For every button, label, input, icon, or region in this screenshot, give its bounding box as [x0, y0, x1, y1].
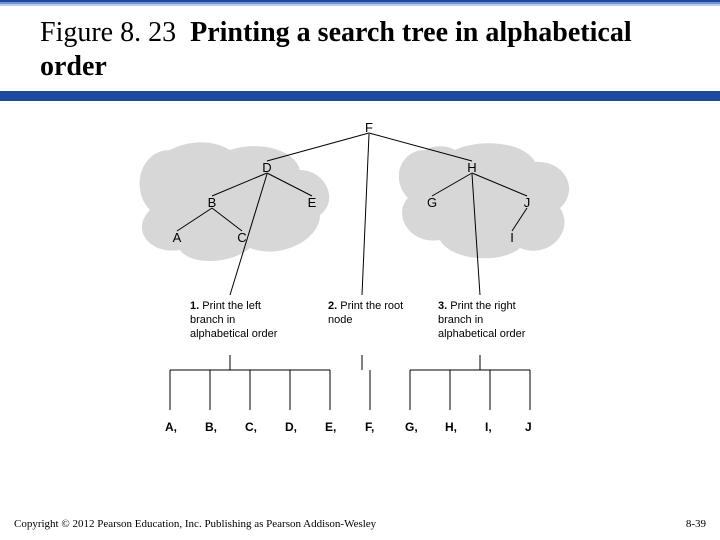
caption-2: 2. Print the root node	[328, 300, 408, 328]
tree-node-E: E	[305, 195, 319, 210]
output-letter-2: C,	[245, 420, 257, 434]
footer-bar: Copyright © 2012 Pearson Education, Inc.…	[14, 518, 706, 530]
output-letter-6: G,	[405, 420, 418, 434]
copyright-text: Copyright © 2012 Pearson Education, Inc.…	[14, 518, 376, 530]
tree-node-B: B	[205, 195, 219, 210]
output-letter-0: A,	[165, 420, 177, 434]
figure-title: Figure 8. 23 Printing a search tree in a…	[0, 6, 720, 91]
output-letter-4: E,	[325, 420, 336, 434]
tree-node-C: C	[235, 230, 249, 245]
tree-diagram: F D H B E G J A C I 1. Print the left branch in al…	[110, 120, 610, 480]
page-number: 8-39	[686, 518, 706, 530]
output-letter-1: B,	[205, 420, 217, 434]
output-letter-5: F,	[365, 420, 374, 434]
tree-node-I: I	[505, 230, 519, 245]
output-letter-9: J	[525, 420, 532, 434]
tree-node-J: J	[520, 195, 534, 210]
figure-number: Figure 8. 23	[40, 17, 176, 48]
tree-node-A: A	[170, 230, 184, 245]
tree-node-D: D	[260, 160, 274, 175]
tree-node-H: H	[465, 160, 479, 175]
output-letter-7: H,	[445, 420, 457, 434]
output-letter-8: I,	[485, 420, 492, 434]
title-underline	[0, 91, 720, 101]
tree-node-F: F	[362, 120, 376, 135]
output-letter-3: D,	[285, 420, 297, 434]
caption-1: 1. Print the left branch in alphabetical…	[190, 300, 280, 341]
caption-3: 3. Print the right branch in alphabetica…	[438, 300, 538, 341]
tree-node-G: G	[425, 195, 439, 210]
